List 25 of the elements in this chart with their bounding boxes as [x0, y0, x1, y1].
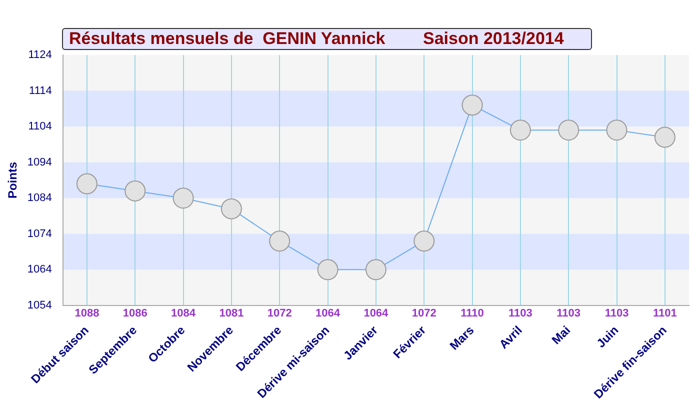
data-label: 1072	[267, 307, 292, 320]
data-label: 1103	[508, 307, 532, 320]
data-label: 1084	[171, 307, 196, 320]
y-tick-label: 1114	[29, 84, 52, 97]
y-tick-label: 1074	[27, 228, 52, 240]
x-tick-label: Juin	[594, 323, 622, 350]
y-tick-label: 1104	[28, 120, 52, 133]
data-label: 1101	[652, 307, 677, 320]
x-tick-label: Mai	[549, 323, 574, 348]
chart-title: Résultats mensuels de GENIN Yannick Saison 2013/2014	[62, 28, 592, 50]
y-axis-title: Points	[6, 162, 20, 199]
data-label: 1064	[364, 307, 390, 320]
data-label: 1072	[412, 307, 436, 320]
y-tick-label: 1054	[27, 299, 52, 312]
y-tick-label: 1084	[27, 192, 52, 204]
y-tick-label: 1094	[27, 156, 52, 168]
data-label: 1081	[219, 307, 244, 320]
data-label: 1103	[604, 307, 629, 320]
data-label: 1103	[556, 307, 581, 320]
y-tick-label: 1124	[28, 49, 52, 62]
data-label: 1088	[74, 307, 100, 320]
y-tick-label: 1064	[27, 264, 52, 276]
data-label: 1064	[316, 307, 341, 320]
data-label: 1086	[122, 307, 148, 320]
data-label: 1110	[460, 307, 484, 320]
